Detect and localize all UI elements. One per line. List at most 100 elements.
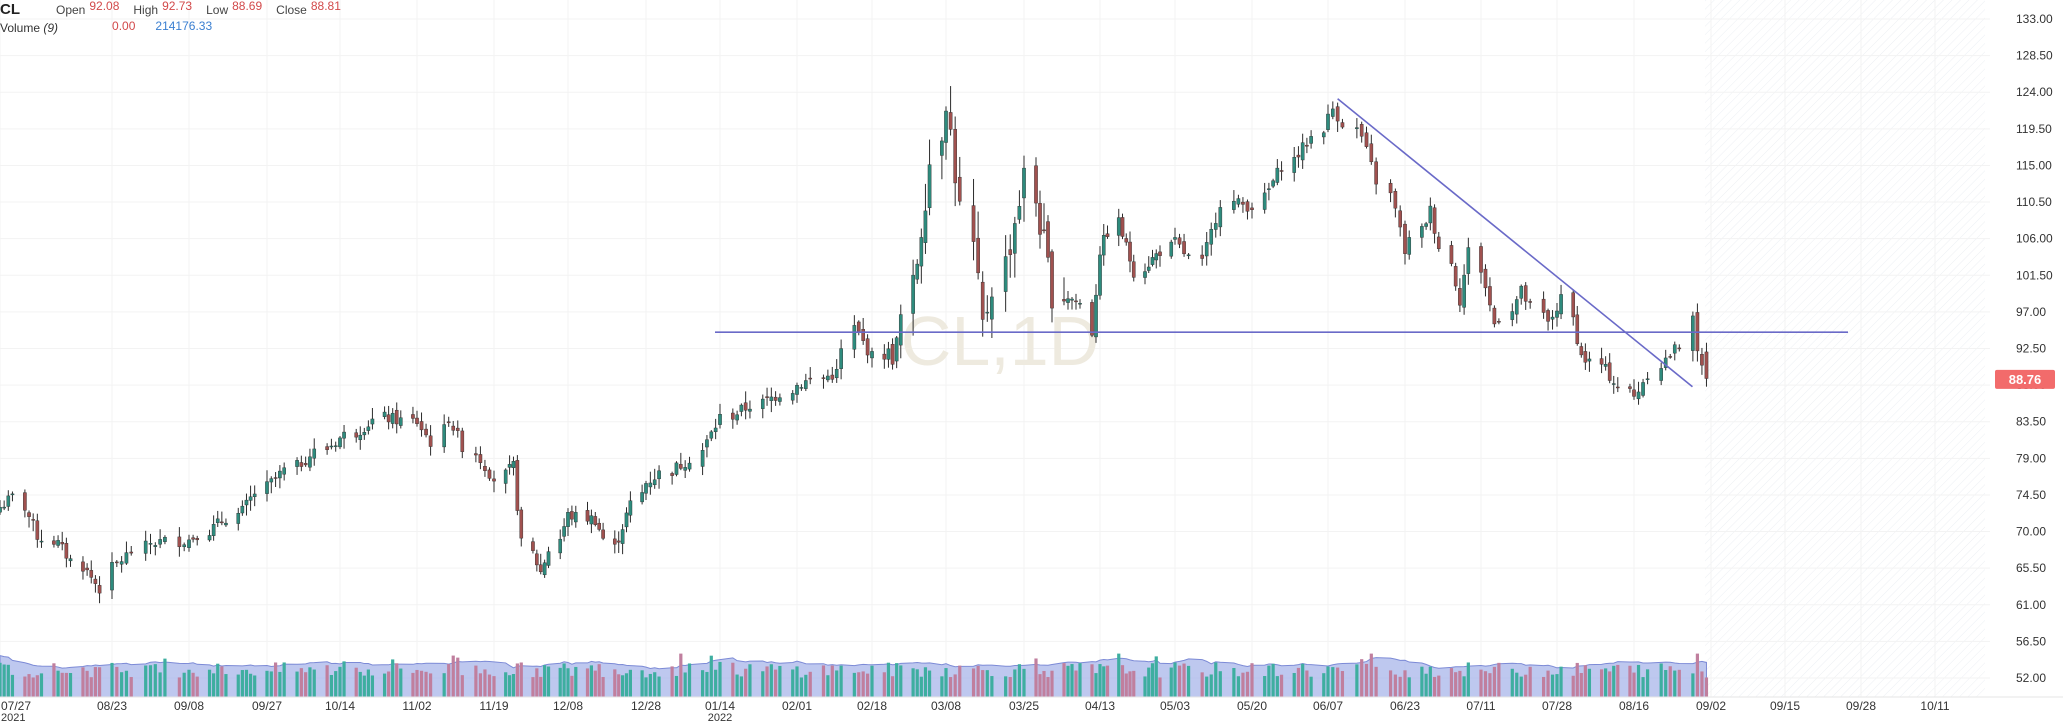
candle [419, 412, 424, 437]
candle-body [1559, 294, 1563, 315]
volume-bar [519, 662, 523, 697]
volume-bar [1022, 668, 1026, 697]
volume-bar [739, 676, 743, 697]
candle-body [799, 387, 804, 389]
candle [85, 563, 89, 576]
volume-bar [870, 665, 874, 697]
volume-bar [1604, 668, 1608, 697]
candle-body [1173, 237, 1177, 240]
volume-bar [195, 676, 199, 697]
candle [1555, 303, 1559, 327]
candle [985, 295, 990, 322]
volume-bar [1296, 667, 1301, 697]
candle [971, 178, 976, 261]
candle [1541, 291, 1546, 319]
candle-body [861, 329, 865, 341]
volume-bar [990, 676, 994, 697]
volume-indicator-label[interactable]: Volume (9) [0, 18, 58, 38]
volume-bar [325, 665, 329, 697]
candle-body [415, 417, 419, 424]
price-axis[interactable]: 133.00 128.50 124.00 119.50 115.00 110.50 106.… [2016, 12, 2053, 685]
candle-body [511, 461, 516, 468]
price-tick-label: 106.00 [2016, 232, 2053, 246]
candle-body [273, 477, 278, 479]
symbol-label[interactable]: CL [0, 1, 20, 18]
candle-body [1275, 167, 1280, 183]
close-value: 88.81 [310, 0, 341, 13]
candle [1428, 197, 1433, 231]
candle [1101, 223, 1106, 266]
candle-body [1369, 143, 1374, 163]
candle-body [1691, 315, 1695, 351]
volume-bar [282, 662, 286, 697]
candle [613, 530, 617, 554]
candle [648, 471, 653, 495]
candle-body [1267, 188, 1271, 190]
candle [424, 423, 428, 438]
candle [89, 560, 94, 584]
volume-bar [1066, 665, 1070, 697]
volume-bar [483, 669, 487, 697]
volume-bar [882, 672, 886, 697]
candle [460, 427, 465, 459]
candle [1519, 284, 1524, 305]
candle [1116, 208, 1121, 247]
volume-bar [1034, 658, 1038, 697]
candle-body [478, 454, 483, 463]
candle [919, 228, 924, 284]
volume-bar [648, 673, 652, 697]
candle-body [325, 446, 329, 450]
volume-bar [515, 663, 519, 697]
candle-body [252, 493, 257, 498]
candle-body [1150, 257, 1155, 265]
candle [1154, 249, 1159, 269]
candle-body [644, 483, 648, 494]
candle [1449, 240, 1454, 267]
time-tick-label: 06/07 [1313, 699, 1343, 713]
candle [207, 529, 212, 542]
volume-bar [1479, 669, 1483, 697]
candle [1074, 293, 1078, 310]
drawings[interactable] [715, 98, 1848, 388]
candle-body [927, 164, 932, 209]
candle-body [957, 176, 962, 202]
candle-body [338, 437, 342, 448]
candle-body [687, 462, 692, 470]
candle-body [674, 462, 679, 475]
candle [990, 287, 994, 339]
candle [1583, 343, 1588, 370]
candle [1204, 231, 1209, 266]
volume-bar [220, 666, 224, 697]
last-price-label: 88.76 [2009, 372, 2042, 387]
volume-bar [1424, 673, 1428, 697]
candle [220, 511, 224, 526]
candle-body [1398, 210, 1402, 228]
volume-bar [1267, 665, 1271, 697]
volume-bar [1403, 670, 1407, 697]
volume-bar [1398, 676, 1402, 697]
volume-bar [253, 675, 257, 697]
volume-bar [129, 677, 133, 697]
volume-bar [791, 669, 795, 697]
candle [1483, 264, 1488, 297]
candle [1587, 351, 1592, 372]
volume-bar [765, 666, 769, 697]
volume-bar [826, 675, 830, 697]
downtrend-line[interactable] [1337, 98, 1693, 388]
time-tick-label: 05/03 [1160, 699, 1190, 713]
candle-body [1668, 356, 1673, 358]
candle [27, 510, 31, 528]
candle-body [1245, 201, 1250, 212]
candle [743, 391, 748, 420]
candle-body [1062, 299, 1066, 302]
candle [64, 537, 69, 568]
candle-body [1571, 292, 1576, 318]
candle-body [85, 567, 89, 571]
price-tick-label: 83.50 [2016, 415, 2046, 429]
candle-body [1420, 226, 1424, 238]
candle [1704, 342, 1709, 387]
time-tick-label: 06/23 [1390, 699, 1420, 713]
candle [790, 390, 795, 405]
